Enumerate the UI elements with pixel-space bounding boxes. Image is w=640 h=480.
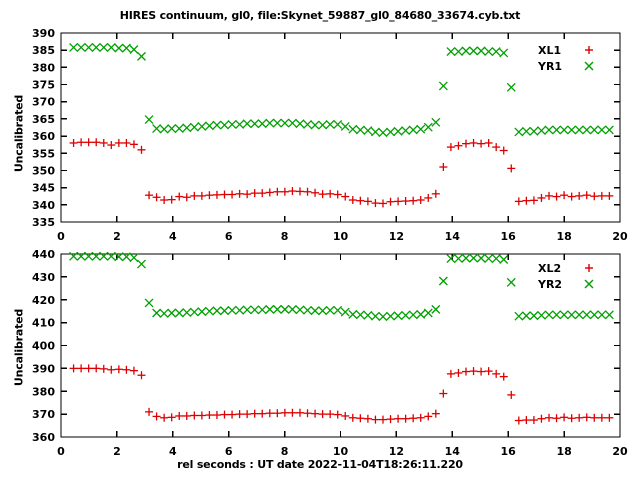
y-tick-label: 430	[32, 271, 55, 284]
x-tick-label: 20	[612, 230, 628, 243]
legend-marker-YR2	[584, 279, 594, 289]
chart-panel-top: 335 340 345 350 355 360 365 370 375 380 385 390 0 2 4 6…	[32, 27, 628, 243]
y-tick-label: 365	[32, 113, 55, 126]
x-tick-label: 14	[445, 230, 461, 243]
x-tick-label: 6	[225, 445, 233, 458]
series-YR1	[69, 42, 614, 138]
x-tick-label: 18	[556, 445, 571, 458]
y-tick-label: 400	[32, 340, 55, 353]
y-tick-label: 380	[32, 385, 55, 398]
x-tick-label: 10	[333, 230, 349, 243]
y-tick-label: 370	[32, 96, 55, 109]
series-XL1	[69, 138, 614, 208]
y-tick-label: 390	[32, 27, 55, 40]
x-tick-label: 6	[225, 230, 233, 243]
y-tick-label: 335	[32, 216, 55, 229]
y-tick-label: 360	[32, 431, 55, 444]
y-tick-label: 380	[32, 61, 55, 74]
page-title: HIRES continuum, gl0, file:Skynet_59887_…	[119, 9, 521, 22]
x-tick-label: 20	[612, 445, 628, 458]
y-tick-label: 355	[32, 147, 55, 160]
legend-label-XL1: XL1	[538, 44, 561, 57]
x-tick-label: 10	[333, 445, 349, 458]
x-axis-label: rel seconds : UT date 2022-11-04T18:26:1…	[177, 458, 463, 471]
x-tick-label: 12	[389, 230, 404, 243]
y-tick-label: 390	[32, 362, 55, 375]
x-tick-label: 0	[57, 230, 65, 243]
y-tick-label: 375	[32, 79, 55, 92]
y-tick-label: 440	[32, 248, 55, 261]
x-tick-label: 8	[281, 230, 289, 243]
x-tick-label: 12	[389, 445, 404, 458]
x-tick-label: 4	[169, 445, 177, 458]
x-tick-label: 2	[113, 230, 121, 243]
chart-panel-bottom: 360 370 380 390 400 410 420 430 440 0 2 4 6 8 10 12 14 16…	[0, 245, 640, 460]
x-tick-label: 16	[501, 230, 517, 243]
legend-label-YR2: YR2	[537, 278, 562, 291]
x-tick-label: 18	[556, 230, 571, 243]
y-tick-label: 370	[32, 408, 55, 421]
legend-label-XL2: XL2	[538, 262, 561, 275]
y-tick-label: 360	[32, 130, 55, 143]
legend-label-YR1: YR1	[537, 60, 562, 73]
series-YR2	[69, 251, 614, 322]
x-tick-label: 0	[57, 445, 65, 458]
y-tick-label: 385	[32, 44, 55, 57]
y-tick-label: 410	[32, 317, 55, 330]
x-tick-label: 14	[445, 445, 461, 458]
y-tick-label: 340	[32, 199, 55, 212]
x-tick-label: 4	[169, 230, 177, 243]
y-tick-label: 350	[32, 164, 55, 177]
x-tick-label: 8	[281, 445, 289, 458]
series-XL2	[69, 364, 614, 425]
x-tick-label: 16	[501, 445, 517, 458]
y-tick-label: 420	[32, 294, 55, 307]
y-tick-label: 345	[32, 182, 55, 195]
legend-marker-YR1	[584, 61, 594, 71]
legend-marker-XL1	[585, 46, 593, 54]
x-tick-label: 2	[113, 445, 121, 458]
legend-marker-XL2	[585, 264, 593, 272]
